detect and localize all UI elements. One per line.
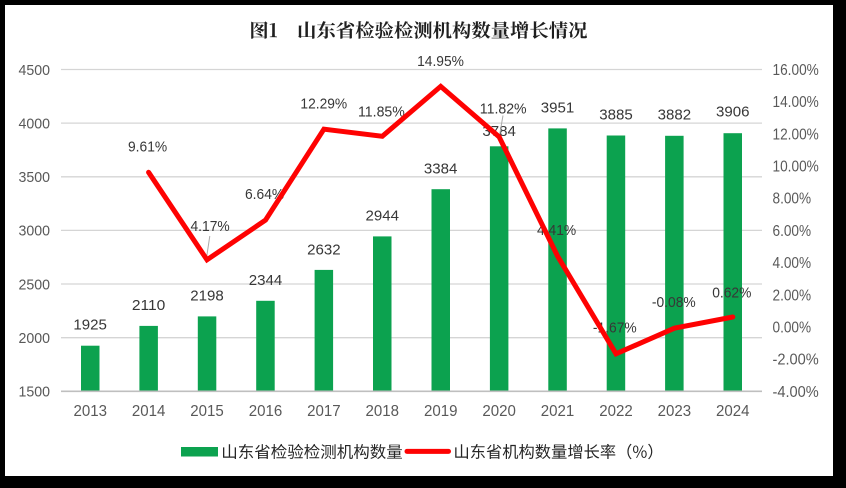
- svg-text:1925: 1925: [73, 316, 107, 333]
- svg-text:2022: 2022: [599, 403, 633, 420]
- svg-text:3951: 3951: [541, 99, 575, 116]
- svg-text:2.00%: 2.00%: [773, 287, 812, 304]
- svg-text:14.95%: 14.95%: [417, 53, 464, 70]
- svg-text:2632: 2632: [307, 241, 341, 258]
- svg-text:2014: 2014: [132, 403, 166, 420]
- svg-text:0.62%: 0.62%: [712, 284, 751, 301]
- svg-text:4000: 4000: [19, 115, 51, 132]
- svg-text:2110: 2110: [132, 297, 166, 314]
- svg-text:4.00%: 4.00%: [773, 255, 812, 272]
- svg-text:3384: 3384: [424, 160, 458, 177]
- svg-text:12.00%: 12.00%: [773, 126, 819, 143]
- svg-text:-4.00%: -4.00%: [773, 384, 819, 401]
- svg-text:2016: 2016: [249, 403, 283, 420]
- svg-text:0.00%: 0.00%: [773, 319, 812, 336]
- svg-text:2013: 2013: [73, 403, 107, 420]
- svg-text:2344: 2344: [249, 272, 283, 289]
- svg-text:2944: 2944: [366, 207, 400, 224]
- svg-text:2017: 2017: [307, 403, 341, 420]
- svg-text:6.00%: 6.00%: [773, 223, 812, 240]
- svg-text:2015: 2015: [190, 403, 224, 420]
- svg-text:2018: 2018: [366, 403, 400, 420]
- svg-text:2500: 2500: [19, 276, 51, 293]
- svg-text:3500: 3500: [19, 169, 51, 186]
- svg-text:3882: 3882: [658, 107, 692, 124]
- svg-text:-0.08%: -0.08%: [652, 294, 696, 311]
- svg-text:14.00%: 14.00%: [773, 94, 819, 111]
- svg-text:16.00%: 16.00%: [773, 62, 819, 79]
- svg-text:11.82%: 11.82%: [480, 101, 527, 118]
- svg-text:8.00%: 8.00%: [773, 191, 812, 208]
- svg-text:3906: 3906: [716, 104, 750, 121]
- svg-text:12.29%: 12.29%: [300, 96, 347, 113]
- svg-text:3000: 3000: [19, 223, 51, 240]
- svg-text:4.17%: 4.17%: [191, 218, 230, 235]
- svg-text:6.64%: 6.64%: [245, 186, 284, 203]
- svg-text:10.00%: 10.00%: [773, 159, 819, 176]
- svg-text:9.61%: 9.61%: [128, 139, 167, 156]
- svg-text:3885: 3885: [599, 107, 633, 124]
- svg-text:2020: 2020: [482, 403, 516, 420]
- svg-text:11.85%: 11.85%: [358, 104, 405, 121]
- svg-text:2000: 2000: [19, 330, 51, 347]
- svg-text:2023: 2023: [658, 403, 692, 420]
- svg-text:2019: 2019: [424, 403, 458, 420]
- svg-text:2024: 2024: [716, 403, 750, 420]
- svg-text:1500: 1500: [19, 384, 51, 401]
- svg-text:2021: 2021: [541, 403, 575, 420]
- svg-text:-2.00%: -2.00%: [773, 352, 819, 369]
- svg-text:2198: 2198: [190, 287, 224, 304]
- svg-text:4500: 4500: [19, 62, 51, 79]
